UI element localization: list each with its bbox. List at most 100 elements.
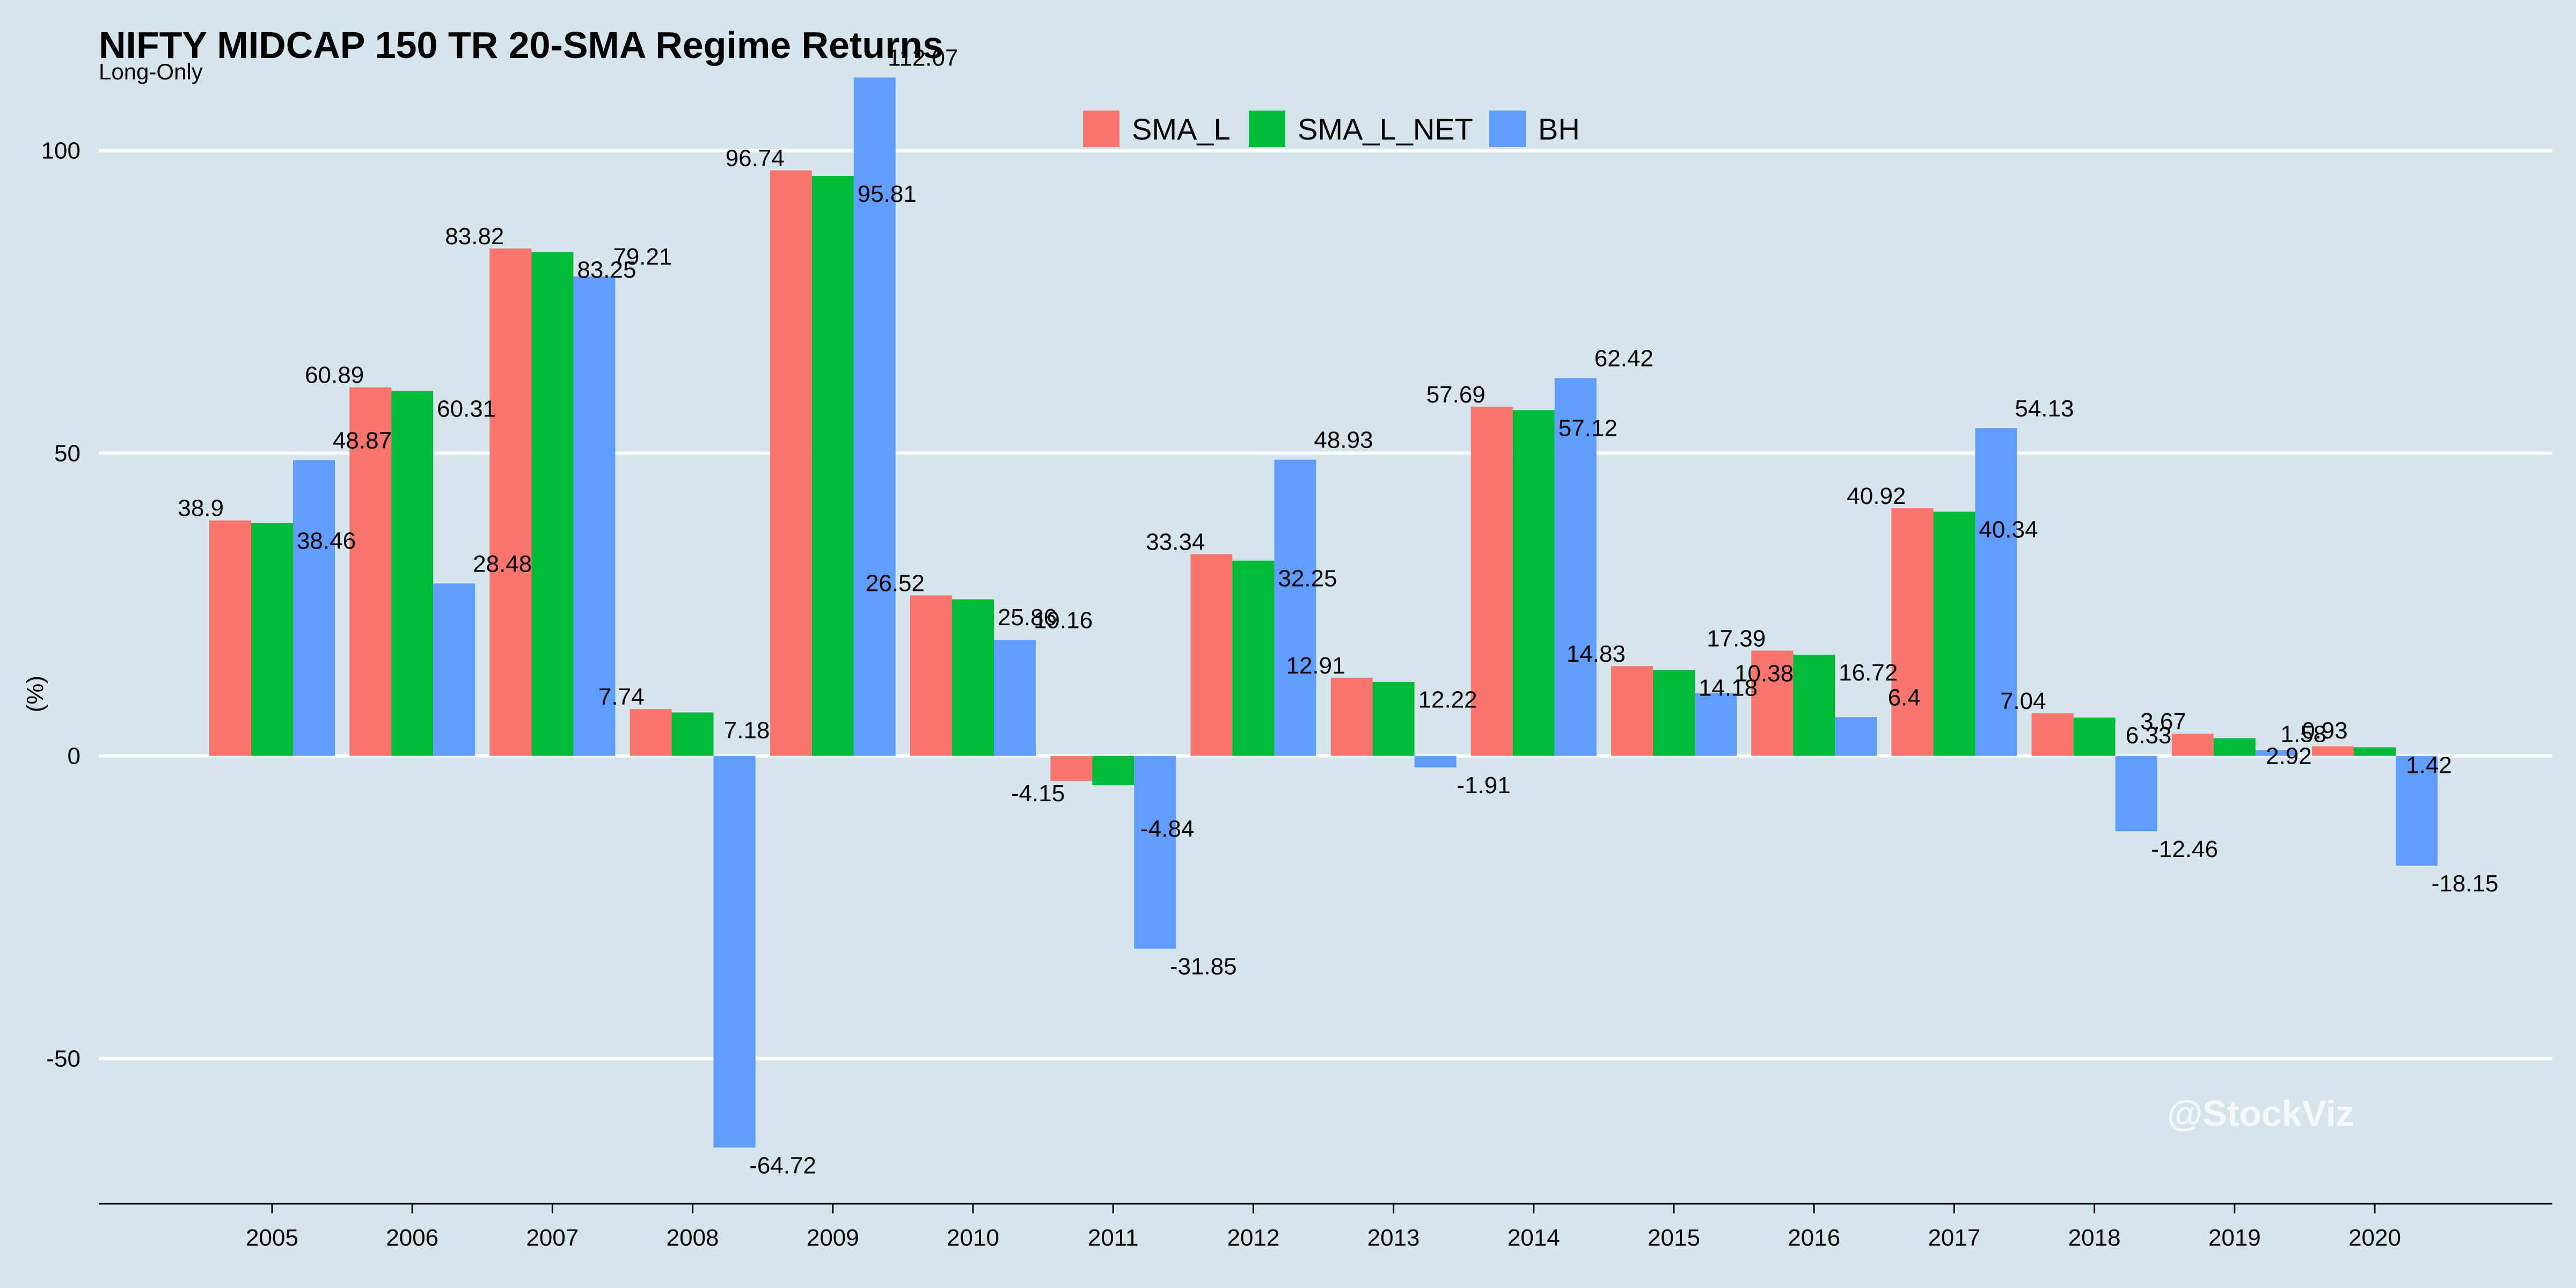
data-label: 28.48 (473, 551, 532, 577)
legend: SMA_L SMA_L_NET BH (1083, 111, 1580, 147)
legend-label: SMA_L (1132, 112, 1231, 146)
data-label: -64.72 (749, 1152, 816, 1179)
legend-label: BH (1538, 112, 1580, 146)
bar-sma-l (489, 248, 532, 756)
data-label: 1.42 (2406, 752, 2452, 778)
bar-sma-l-net (391, 391, 434, 756)
bar-sma-l-net (811, 175, 854, 756)
bar-bh (853, 77, 896, 756)
data-label: 19.16 (1034, 607, 1093, 633)
bar-sma-l (2171, 734, 2214, 756)
x-tick-label: 2005 (246, 1225, 298, 1251)
x-tick-label: 2012 (1227, 1225, 1279, 1251)
bar-bh (713, 756, 756, 1148)
data-label: 83.25 (577, 257, 636, 283)
data-label: 57.12 (1558, 415, 1618, 441)
data-label: -4.15 (1011, 780, 1065, 807)
data-label: 7.04 (2000, 688, 2046, 714)
watermark: @StockViz (2167, 1093, 2354, 1134)
x-tick-label: 2018 (2068, 1225, 2121, 1251)
data-label: -18.15 (2432, 870, 2499, 897)
bar-sma-l-net (2073, 718, 2116, 756)
data-label: -1.91 (1457, 772, 1510, 799)
legend-label: SMA_L_NET (1298, 112, 1473, 146)
bar-bh (1414, 756, 1457, 767)
data-label: -4.84 (1140, 816, 1194, 842)
bar-sma-l-net (671, 712, 714, 756)
bar-sma-l (2031, 713, 2074, 756)
data-label: 32.25 (1278, 566, 1337, 592)
x-tick-label: 2010 (947, 1225, 999, 1251)
data-label: 6.33 (2126, 722, 2172, 749)
data-label: 0.93 (2302, 718, 2348, 744)
data-label: 57.69 (1426, 382, 1485, 408)
x-tick-label: 2016 (1788, 1225, 1840, 1251)
bar-sma-l-net (251, 523, 293, 756)
data-label: 40.92 (1847, 483, 1906, 509)
data-label: 96.74 (726, 145, 785, 171)
data-label: 33.34 (1146, 529, 1205, 555)
bar-bh (994, 640, 1036, 756)
data-label: 26.52 (866, 570, 925, 596)
x-tick-label: 2009 (807, 1225, 859, 1251)
data-label: 10.38 (1735, 660, 1794, 686)
bar-bh (433, 583, 475, 756)
data-label: 7.18 (724, 717, 770, 743)
bar-bh (2255, 750, 2297, 756)
data-label: 38.9 (178, 495, 224, 522)
bar-sma-l (1050, 756, 1093, 781)
data-label: 48.87 (333, 427, 392, 453)
data-label: 38.46 (297, 528, 356, 554)
data-label: 12.22 (1418, 687, 1477, 713)
legend-swatch-bh (1489, 111, 1526, 147)
legend-swatch-sma-l-net (1249, 111, 1285, 147)
data-label: 7.74 (598, 684, 645, 710)
data-label: 60.89 (305, 362, 364, 389)
bar-bh (1274, 459, 1316, 756)
data-label: 12.91 (1286, 653, 1345, 679)
bar-sma-l (1330, 677, 1373, 756)
data-label: -31.85 (1170, 954, 1237, 980)
data-label: 54.13 (2015, 396, 2074, 422)
bar-sma-l (1190, 554, 1233, 756)
data-label: 83.82 (445, 223, 504, 250)
bar-sma-l-net (531, 252, 574, 756)
bar-sma-l (1470, 406, 1513, 756)
data-labels: 38.938.4648.8760.8960.3128.4883.8283.257… (178, 45, 2498, 1179)
data-label: 2.92 (2266, 743, 2312, 770)
bar-bh (573, 276, 616, 756)
data-label: 17.39 (1707, 625, 1766, 652)
data-label: 62.42 (1594, 345, 1653, 371)
x-tick-label: 2008 (667, 1225, 719, 1251)
bar-sma-l (2312, 746, 2354, 756)
data-label: 60.31 (437, 396, 496, 422)
y-tick-label: 50 (54, 441, 80, 467)
bar-bh (1835, 717, 1877, 756)
bar-sma-l (630, 709, 672, 756)
bar-sma-l-net (1512, 410, 1555, 756)
bar-sma-l-net (1933, 511, 1975, 756)
bar-sma-l (1891, 508, 1934, 756)
data-label: 3.67 (2140, 708, 2186, 735)
bars (209, 77, 2438, 1148)
bar-sma-l (770, 170, 812, 756)
bar-bh (2396, 756, 2438, 866)
bar-bh (1554, 378, 1597, 756)
bar-bh (2115, 756, 2157, 831)
bar-sma-l-net (2213, 738, 2256, 756)
data-label: 14.18 (1699, 675, 1758, 701)
bar-sma-l (349, 387, 392, 756)
y-tick-label: 0 (68, 743, 80, 769)
data-label: 79.21 (613, 244, 672, 270)
data-label: 25.86 (998, 604, 1057, 631)
x-tick-label: 2006 (386, 1225, 438, 1251)
chart-subtitle: Long-Only (99, 59, 203, 84)
x-tick-label: 2019 (2208, 1225, 2261, 1251)
chart-title: NIFTY MIDCAP 150 TR 20-SMA Regime Return… (99, 24, 943, 66)
data-label: 14.83 (1567, 641, 1626, 667)
bar-sma-l (910, 595, 952, 756)
y-axis: -50 0 50 100 (41, 138, 80, 1072)
legend-swatch-sma-l (1083, 111, 1119, 147)
x-axis: 2005 2006 2007 2008 2009 2010 2011 2012 2013 2014… (246, 1204, 2401, 1251)
